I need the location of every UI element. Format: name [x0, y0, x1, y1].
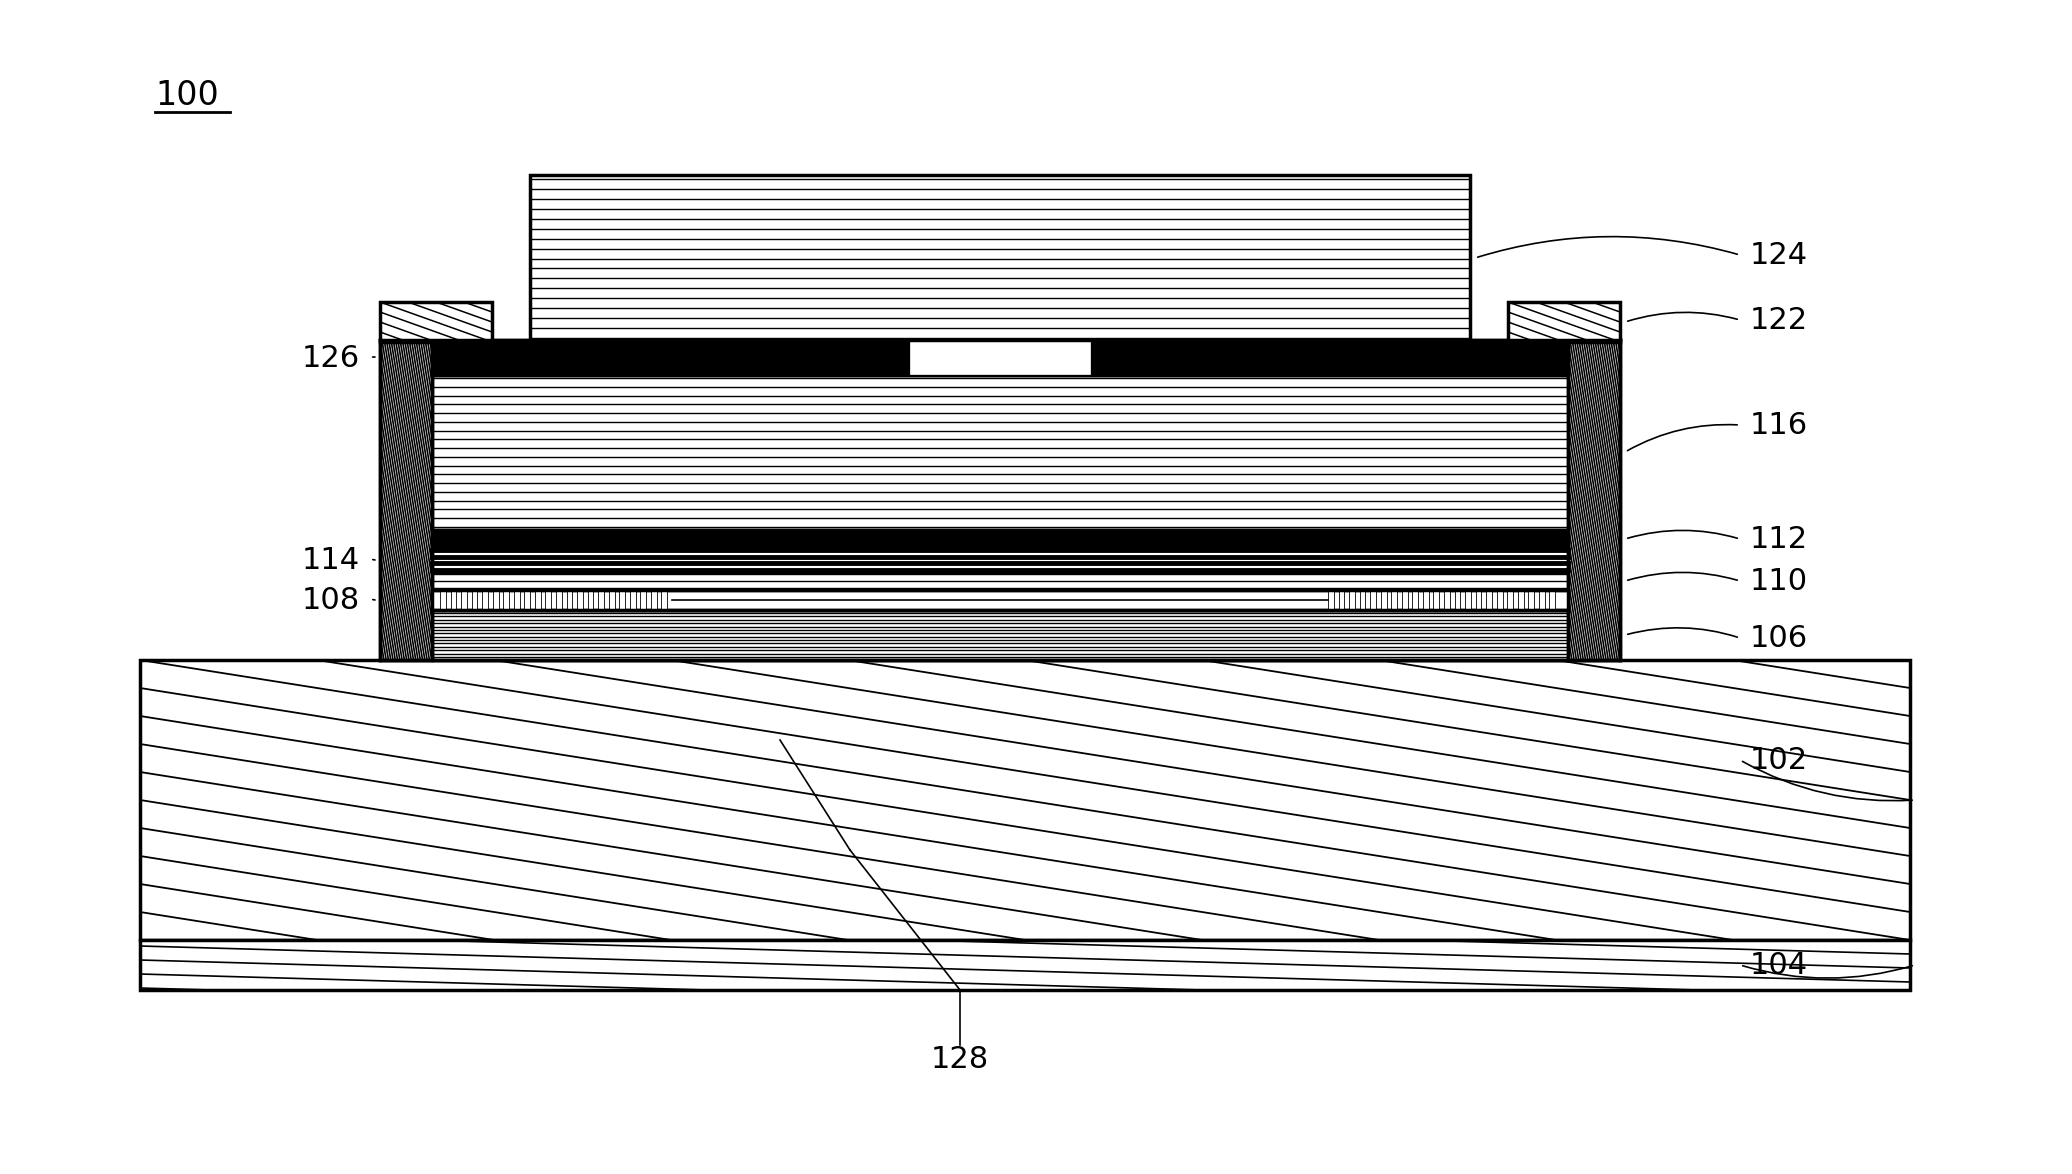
Bar: [1455, 591, 1461, 610]
Text: 104: 104: [1751, 951, 1809, 979]
Bar: [910, 340, 1090, 375]
Bar: [1465, 591, 1471, 610]
Bar: [1529, 591, 1533, 610]
Bar: [493, 591, 499, 610]
Bar: [1539, 591, 1546, 610]
Bar: [431, 610, 1569, 660]
Bar: [1370, 591, 1376, 610]
Text: 112: 112: [1751, 525, 1809, 553]
Bar: [1569, 340, 1620, 660]
Bar: [599, 591, 603, 610]
Bar: [431, 375, 1569, 529]
Text: 116: 116: [1751, 411, 1809, 439]
Text: 126: 126: [303, 344, 361, 372]
Bar: [431, 548, 1569, 572]
Bar: [439, 591, 445, 610]
Bar: [1486, 591, 1492, 610]
Text: 110: 110: [1751, 567, 1809, 595]
Text: 114: 114: [303, 546, 361, 574]
Bar: [141, 660, 1910, 940]
Bar: [462, 591, 466, 610]
Bar: [1496, 591, 1502, 610]
Bar: [1434, 591, 1440, 610]
Bar: [640, 591, 646, 610]
Bar: [651, 591, 657, 610]
Bar: [379, 340, 431, 660]
Bar: [630, 591, 636, 610]
Text: 124: 124: [1751, 241, 1809, 270]
Bar: [545, 591, 551, 610]
Bar: [1359, 591, 1365, 610]
Bar: [450, 591, 456, 610]
Bar: [514, 591, 520, 610]
Text: 128: 128: [930, 1046, 988, 1074]
Bar: [535, 591, 541, 610]
Bar: [1390, 591, 1397, 610]
Bar: [1339, 591, 1345, 610]
Text: 106: 106: [1751, 623, 1809, 653]
Bar: [661, 591, 667, 610]
Bar: [1328, 591, 1334, 610]
Bar: [530, 175, 1469, 342]
Text: 108: 108: [303, 586, 361, 614]
Text: 102: 102: [1751, 745, 1809, 775]
Bar: [1444, 591, 1450, 610]
Bar: [1380, 591, 1386, 610]
Bar: [1475, 591, 1481, 610]
Bar: [609, 591, 615, 610]
Text: 122: 122: [1751, 305, 1809, 335]
Bar: [620, 591, 626, 610]
Bar: [141, 940, 1910, 990]
Bar: [431, 340, 1569, 375]
Bar: [431, 529, 1569, 548]
Bar: [472, 591, 477, 610]
Bar: [1349, 591, 1355, 610]
Bar: [503, 591, 510, 610]
Bar: [1413, 591, 1417, 610]
Bar: [555, 591, 562, 610]
Bar: [1519, 591, 1523, 610]
Bar: [1423, 591, 1430, 610]
Bar: [1506, 591, 1513, 610]
Bar: [524, 591, 530, 610]
Bar: [1550, 591, 1556, 610]
Bar: [431, 591, 1569, 610]
Bar: [588, 591, 593, 610]
Bar: [566, 591, 572, 610]
Bar: [431, 572, 1569, 591]
Bar: [1508, 302, 1620, 342]
Bar: [1403, 591, 1407, 610]
Text: 100: 100: [155, 79, 220, 112]
Bar: [483, 591, 489, 610]
Bar: [379, 302, 491, 342]
Bar: [578, 591, 582, 610]
